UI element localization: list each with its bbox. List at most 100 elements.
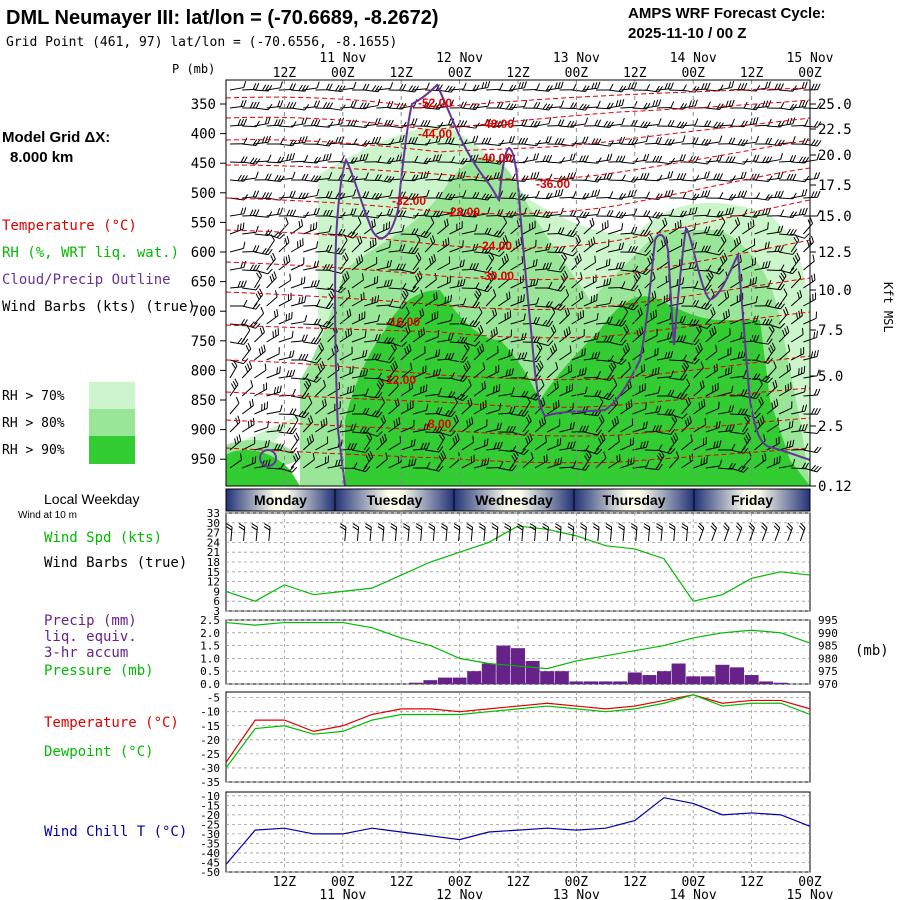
wind-barb-flag: [255, 245, 260, 252]
wind-barb-flag: [646, 84, 651, 91]
wind-barb-flag: [475, 173, 480, 180]
wind-barb: [559, 153, 576, 163]
wind-barb: [363, 218, 376, 235]
wind-barb-flag: [716, 103, 721, 110]
wind-barb-flag: [363, 292, 365, 300]
wind-barb-flag: [243, 137, 248, 144]
wind-barb-flag: [655, 193, 660, 200]
wind-barb-staff: [473, 287, 488, 293]
wind-barb-flag: [678, 259, 681, 266]
wind-barb-staff: [559, 178, 574, 181]
wind-barb-flag: [720, 257, 724, 265]
wind-barb-flag: [472, 192, 477, 199]
wind-barb-staff: [620, 287, 635, 292]
wind-barb-staff: [290, 282, 305, 289]
wind-barb-flag: [287, 294, 290, 301]
wind-barb-flag: [359, 235, 363, 243]
wind-barb-flag: [325, 264, 330, 271]
wind-barb-staff: [608, 215, 623, 219]
wind-barb-flag: [645, 249, 651, 256]
wind-barb-flag: [289, 153, 293, 161]
wind-barb-staff: [778, 251, 793, 255]
panel-tick-label: 2.5: [200, 614, 220, 627]
wind-barb: [412, 230, 432, 239]
wind-barb-flag: [270, 234, 275, 241]
wind-barb-staff: [717, 87, 732, 91]
wind-barb-flag: [299, 239, 302, 247]
wind-barb: [278, 171, 296, 181]
wind-barb: [754, 175, 773, 182]
wind-barb-flag: [503, 255, 507, 263]
wind-barb-staff: [486, 88, 501, 91]
wind-barb-flag: [285, 256, 288, 264]
wind-barb-flag: [286, 209, 291, 217]
wind-barb-flag: [603, 120, 608, 128]
wind-barb-staff: [473, 105, 488, 109]
wind-barb-flag: [496, 120, 501, 127]
wind-barb-flag: [325, 139, 331, 146]
wind-barb-staff: [571, 107, 586, 111]
wind-barb-flag: [460, 157, 465, 164]
wind-barb: [547, 246, 565, 254]
wind-barb-flag: [533, 172, 537, 179]
wind-barb: [498, 192, 517, 199]
precip-bar: [481, 663, 496, 684]
wind-barb-flag: [737, 83, 742, 90]
wind-barb-flag: [618, 85, 624, 92]
wind-barb-flag: [796, 252, 801, 260]
wind-barb-flag: [444, 85, 450, 92]
wind-barb-flag: [633, 208, 638, 215]
wind-barb-flag: [780, 209, 785, 216]
wind-barb-staff: [242, 305, 256, 310]
wind-barb-flag: [402, 84, 407, 91]
weekday-label: Tuesday: [367, 492, 423, 508]
wind-barb: [425, 191, 443, 199]
wind-barb-flag: [374, 192, 380, 200]
wind-barb-staff: [290, 160, 306, 163]
wind-barb-staff: [425, 141, 440, 145]
wind-barb-staff: [364, 123, 379, 127]
wind-barb-flag: [292, 139, 297, 146]
precip-bar: [613, 681, 628, 684]
wind-barb: [486, 120, 504, 128]
wind-barb-flag: [481, 82, 485, 89]
wind-barb: [437, 137, 455, 145]
grid-spacing-value: 8.000 km: [10, 149, 73, 166]
wind-barb: [656, 82, 674, 91]
wind-barb-flag: [475, 192, 480, 199]
wind-barb-flag: [521, 193, 526, 201]
wind-barb-flag: [747, 222, 750, 230]
wind-barb-flag: [780, 102, 785, 109]
wind-barb-flag: [736, 217, 741, 224]
wind-barb: [717, 80, 735, 91]
wind-barb-staff: [778, 160, 794, 163]
wind-barb: [303, 188, 320, 199]
wind-barb-flag: [389, 189, 393, 197]
wind-barb-flag: [627, 245, 632, 253]
wind-barb-flag: [435, 191, 440, 199]
wind-barb: [608, 281, 626, 289]
wind-barb-flag: [590, 296, 593, 303]
wind-barb-staff: [620, 106, 635, 109]
wind-barb: [474, 227, 492, 235]
wind-barb-staff: [717, 197, 732, 201]
wind-barb-flag: [753, 238, 756, 246]
wind-barb: [547, 227, 565, 235]
wind-barb-staff: [339, 239, 348, 253]
wind-barb-flag: [277, 207, 281, 215]
panel-tick-label: 0.5: [200, 665, 220, 678]
wind-barb-staff: [791, 213, 806, 217]
pressure-tick-label: 950: [191, 452, 216, 468]
wind-barb: [278, 101, 297, 109]
wind-barb-flag: [362, 153, 366, 161]
wind-barb-flag: [243, 156, 248, 163]
wind-barb-flag: [450, 99, 454, 107]
wind-barb-staff: [766, 287, 781, 291]
wind-barb-flag: [694, 193, 700, 200]
wind-barb: [315, 153, 332, 163]
isotherm-label: -12.00: [382, 373, 416, 387]
wind-barb: [778, 288, 788, 307]
height-tick-label: 22.5: [818, 122, 852, 138]
wind-barb-flag: [569, 120, 575, 128]
